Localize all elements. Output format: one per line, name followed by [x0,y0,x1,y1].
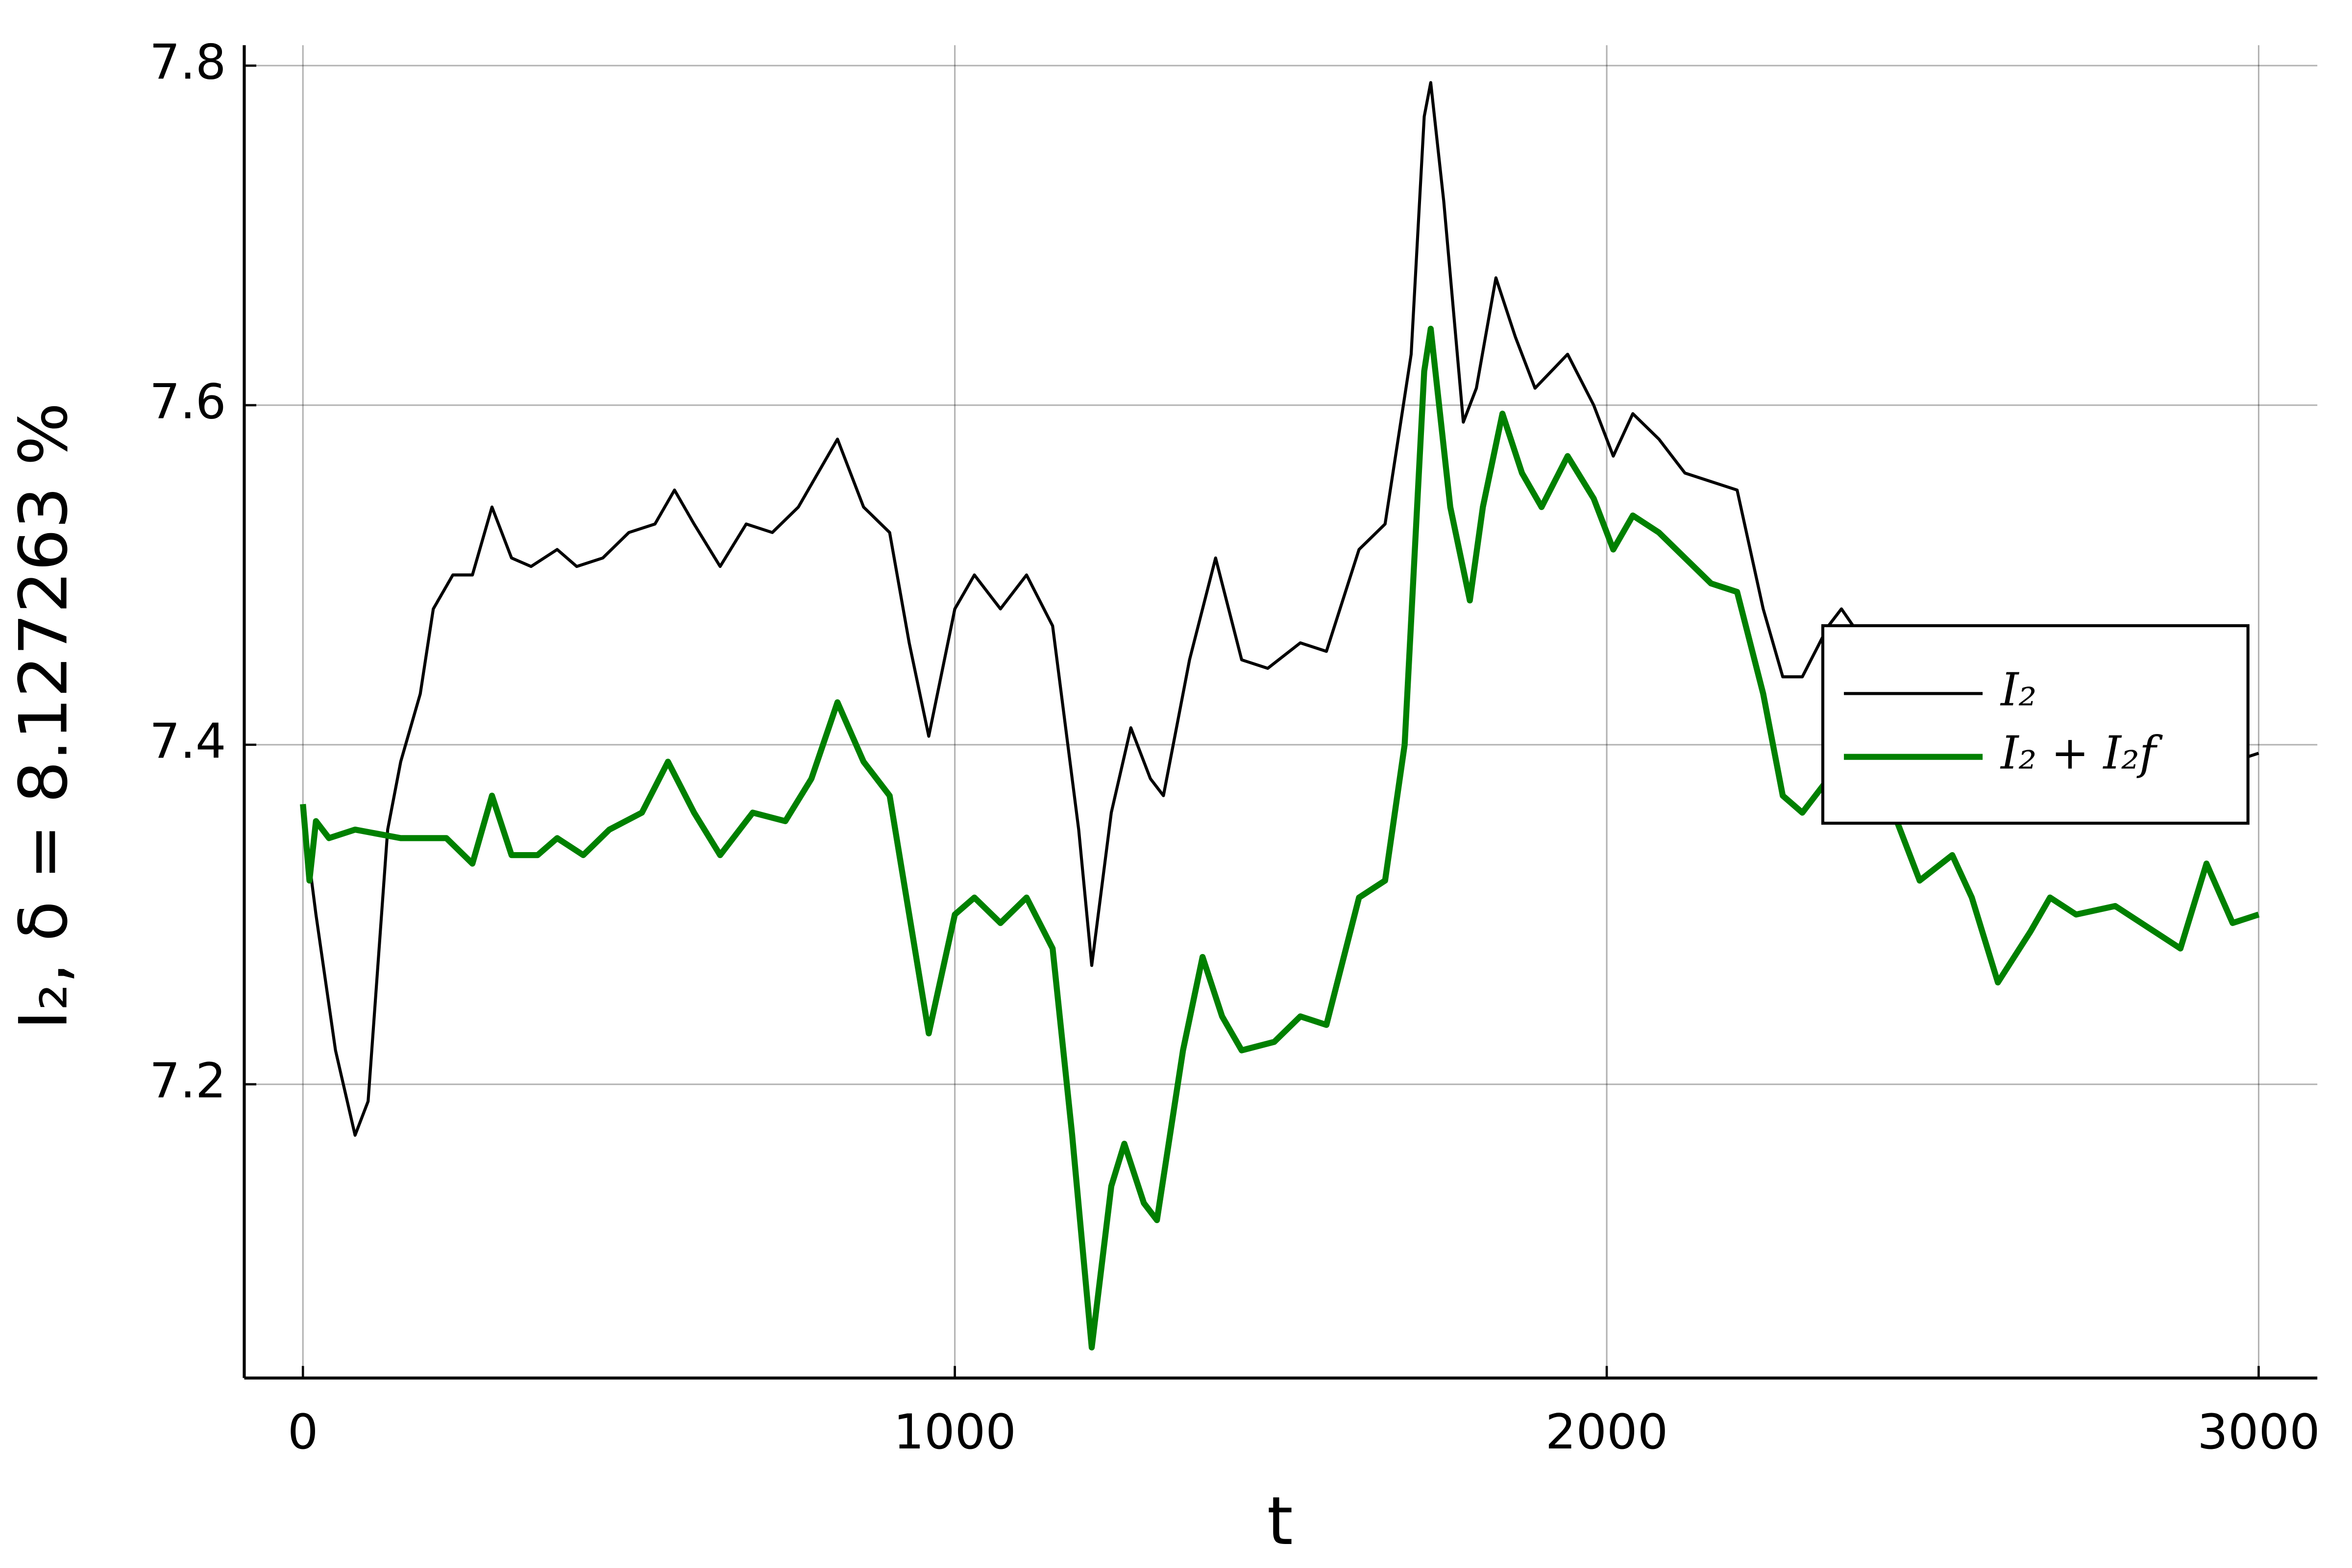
series-line [300,325,2260,1351]
legend-box [1821,624,2250,825]
x-tick-label: 2000 [1545,1404,1668,1460]
y-tick-label: 7.8 [149,35,226,91]
legend-label: I₂ + I₂f [2000,727,2163,780]
y-tick-label: 7.6 [149,374,226,430]
grid [244,45,2318,1378]
legend-label: I₂ [2000,663,2036,716]
legend: I₂ I₂ + I₂f [1821,624,2250,825]
x-tick-label: 0 [288,1404,318,1460]
x-tick-label: 1000 [893,1404,1016,1460]
x-axis-title: t [1267,1482,1293,1560]
x-tick-label: 3000 [2197,1404,2320,1460]
y-tick-label: 7.2 [149,1054,226,1109]
y-axis-title: I₂, δ = 8.127263 % [5,402,82,1029]
series-line [301,81,2259,1137]
y-tick-label: 7.4 [149,714,226,770]
